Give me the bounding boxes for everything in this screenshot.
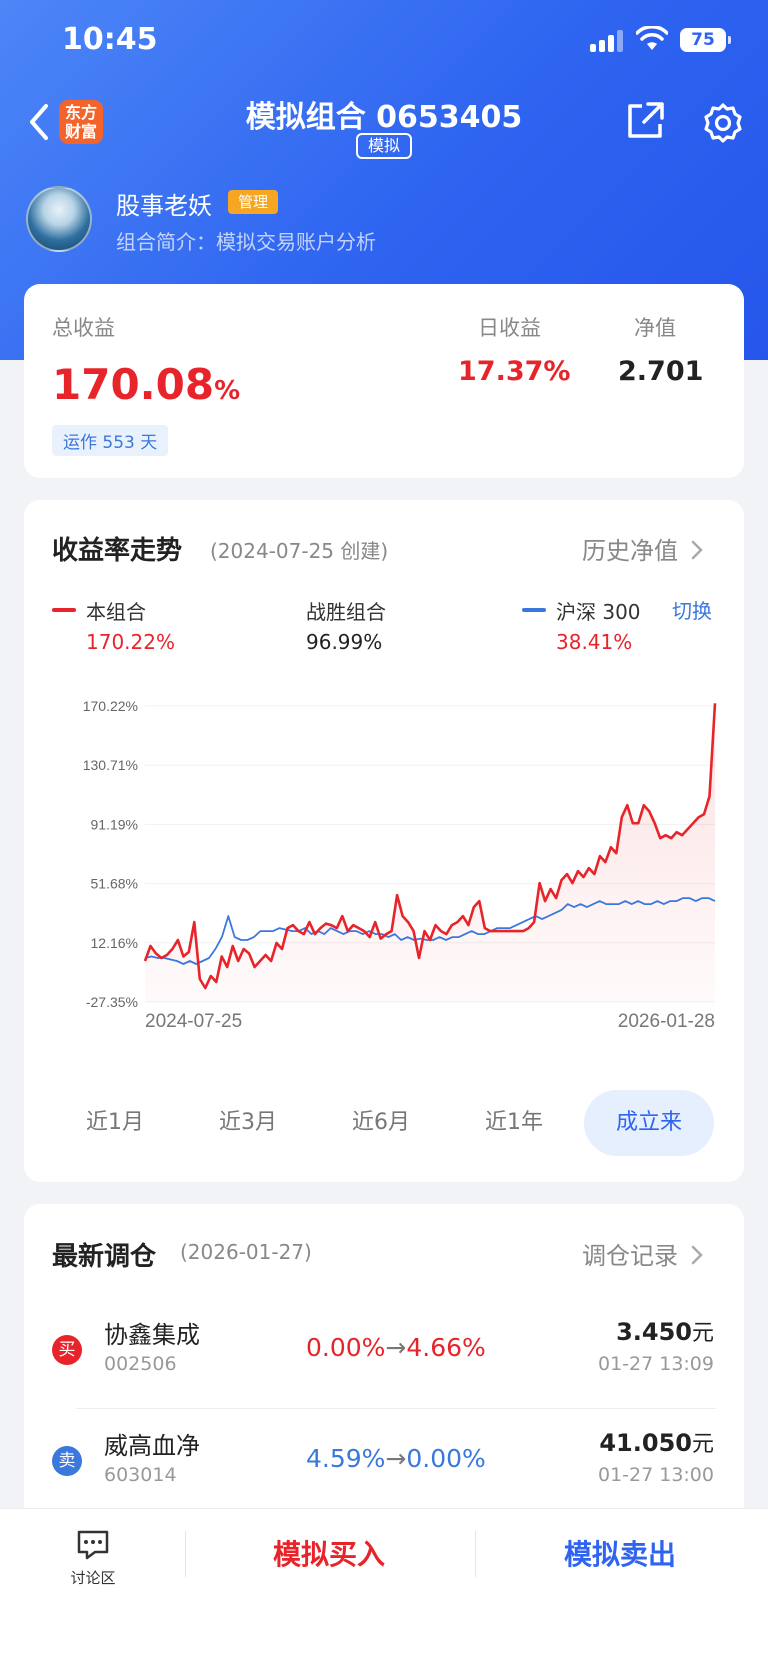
- position-to: 4.66%: [406, 1333, 486, 1362]
- page-title: 模拟组合 0653405: [245, 100, 523, 135]
- tab-6m[interactable]: 近6月: [352, 1110, 410, 1135]
- legend-name-beat: 战胜组合: [306, 600, 386, 624]
- trade-price: 3.450元: [616, 1315, 714, 1347]
- trades-card: [24, 1204, 744, 1534]
- y-tick-label: 130.71%: [83, 757, 138, 773]
- battery-icon: 75: [680, 28, 731, 52]
- period-tabs: 近1月 近3月 近6月 近1年 成立来: [50, 1090, 720, 1156]
- stock-code: 002506: [104, 1353, 177, 1375]
- position-change: 0.00%→4.66%: [306, 1333, 486, 1362]
- x-tick-label: 2026-01-28: [618, 1011, 715, 1030]
- legend-value-beat: 96.99%: [306, 630, 383, 654]
- user-name[interactable]: 股事老妖: [116, 192, 212, 220]
- tab-1m[interactable]: 近1月: [86, 1110, 144, 1135]
- simulation-badge: 模拟: [356, 133, 412, 159]
- buy-badge: 买: [52, 1335, 82, 1365]
- y-tick-label: 12.16%: [91, 935, 138, 951]
- stock-name: 协鑫集成: [104, 1321, 200, 1349]
- trade-price-unit: 元: [691, 1432, 714, 1457]
- total-return-number: 170.08: [52, 360, 215, 409]
- logo-line2: 财富: [64, 122, 97, 141]
- daily-return-value: 17.37%: [458, 356, 571, 387]
- divider: [185, 1531, 186, 1577]
- arrow-right-icon: →: [385, 1444, 407, 1473]
- share-icon[interactable]: [624, 100, 666, 146]
- sim-sell-button[interactable]: 模拟卖出: [563, 1538, 676, 1571]
- sim-buy-button[interactable]: 模拟买入: [272, 1538, 385, 1571]
- tab-1y[interactable]: 近1年: [485, 1110, 543, 1135]
- legend-value-portfolio: 170.22%: [86, 630, 175, 654]
- gear-icon[interactable]: [702, 102, 744, 148]
- y-tick-label: 91.19%: [91, 816, 138, 832]
- trade-record-label: 调仓记录: [582, 1242, 678, 1270]
- y-tick-label: -27.35%: [86, 994, 138, 1010]
- chevron-right-icon: [691, 540, 703, 560]
- trade-time: 01-27 13:00: [597, 1464, 714, 1486]
- nav-label: 净值: [634, 316, 676, 340]
- logo-line1: 东方: [64, 103, 97, 122]
- series-line-portfolio: [143, 703, 717, 990]
- series-area-0: [145, 703, 715, 1002]
- chat-bubble-icon: [77, 1530, 109, 1560]
- role-tag: 管理: [228, 190, 279, 214]
- trade-price-value: 3.450: [616, 1318, 692, 1346]
- arrow-right-icon: →: [385, 1333, 407, 1362]
- history-nav-link[interactable]: 历史净值: [582, 531, 704, 566]
- return-chart: 170.22% 130.71% 91.19% 51.68% 12.16% -27.35% 2…: [60, 690, 740, 1032]
- y-tick-label: 51.68%: [91, 876, 138, 892]
- run-days-badge: 运作 553 天: [52, 425, 169, 456]
- legend-name-portfolio: 本组合: [86, 600, 146, 624]
- status-bar: 10:45 75: [0, 0, 768, 80]
- divider: [475, 1531, 476, 1577]
- legend-line-portfolio: [52, 608, 76, 612]
- legend-name-csi300: 沪深 300: [556, 600, 641, 624]
- discussion-button[interactable]: 讨论区: [58, 1529, 128, 1588]
- position-change: 4.59%→0.00%: [306, 1444, 486, 1473]
- tab-since-inception[interactable]: 成立来: [584, 1090, 714, 1156]
- total-return-unit: %: [214, 376, 241, 406]
- trade-row[interactable]: 买 协鑫集成 002506 0.00%→4.66% 3.450元 01-27 1…: [24, 1295, 744, 1405]
- discussion-label: 讨论区: [70, 1569, 116, 1587]
- wifi-icon: [635, 25, 669, 56]
- avatar[interactable]: [26, 186, 92, 252]
- switch-benchmark-button[interactable]: 切换: [672, 599, 712, 623]
- sell-badge: 卖: [52, 1446, 82, 1476]
- position-from: 0.00%: [306, 1333, 386, 1362]
- legend-value-csi300: 38.41%: [556, 630, 633, 654]
- stock-name: 威高血净: [104, 1432, 200, 1460]
- back-icon[interactable]: [24, 100, 58, 144]
- tab-3m[interactable]: 近3月: [219, 1110, 277, 1135]
- history-nav-label: 历史净值: [582, 537, 678, 565]
- trade-row[interactable]: 卖 威高血净 603014 4.59%→0.00% 41.050元 01-27 …: [24, 1406, 744, 1516]
- chevron-right-icon: [691, 1245, 703, 1265]
- divider: [76, 1408, 716, 1409]
- trade-record-link[interactable]: 调仓记录: [582, 1236, 704, 1271]
- trades-title: 最新调仓: [52, 1242, 157, 1272]
- position-to: 0.00%: [406, 1444, 486, 1473]
- trend-title: 收益率走势: [52, 536, 183, 566]
- legend-line-csi300: [522, 608, 546, 612]
- y-tick-label: 170.22%: [83, 698, 138, 714]
- trend-created-date: (2024-07-25 创建): [210, 539, 389, 563]
- portfolio-description: 组合简介：模拟交易账户分析: [116, 230, 376, 254]
- trade-price: 41.050元: [599, 1426, 714, 1458]
- brand-logo: 东方 财富: [59, 100, 103, 144]
- status-time: 10:45: [62, 22, 158, 57]
- signal-icon: [590, 30, 624, 52]
- stock-code: 603014: [104, 1464, 177, 1486]
- total-return-value: 170.08%: [52, 360, 240, 409]
- trade-time: 01-27 13:09: [597, 1353, 714, 1375]
- return-chart-svg: 170.22% 130.71% 91.19% 51.68% 12.16% -27.35% 2…: [83, 698, 717, 1032]
- total-return-label: 总收益: [52, 316, 115, 340]
- position-from: 4.59%: [306, 1444, 386, 1473]
- daily-return-label: 日收益: [478, 316, 541, 340]
- trade-price-value: 41.050: [599, 1429, 692, 1457]
- nav-value: 2.701: [618, 356, 704, 387]
- x-tick-label: 2024-07-25: [145, 1011, 242, 1030]
- trades-date: (2026-01-27): [180, 1240, 312, 1264]
- trade-price-unit: 元: [691, 1321, 714, 1346]
- bottom-action-bar: 讨论区 模拟买入 模拟卖出: [0, 1508, 768, 1663]
